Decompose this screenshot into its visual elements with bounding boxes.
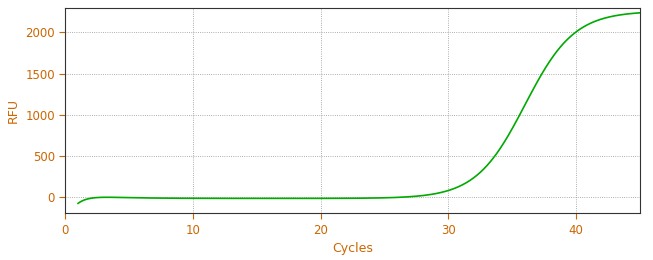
Y-axis label: RFU: RFU [7, 98, 20, 123]
X-axis label: Cycles: Cycles [332, 242, 373, 255]
